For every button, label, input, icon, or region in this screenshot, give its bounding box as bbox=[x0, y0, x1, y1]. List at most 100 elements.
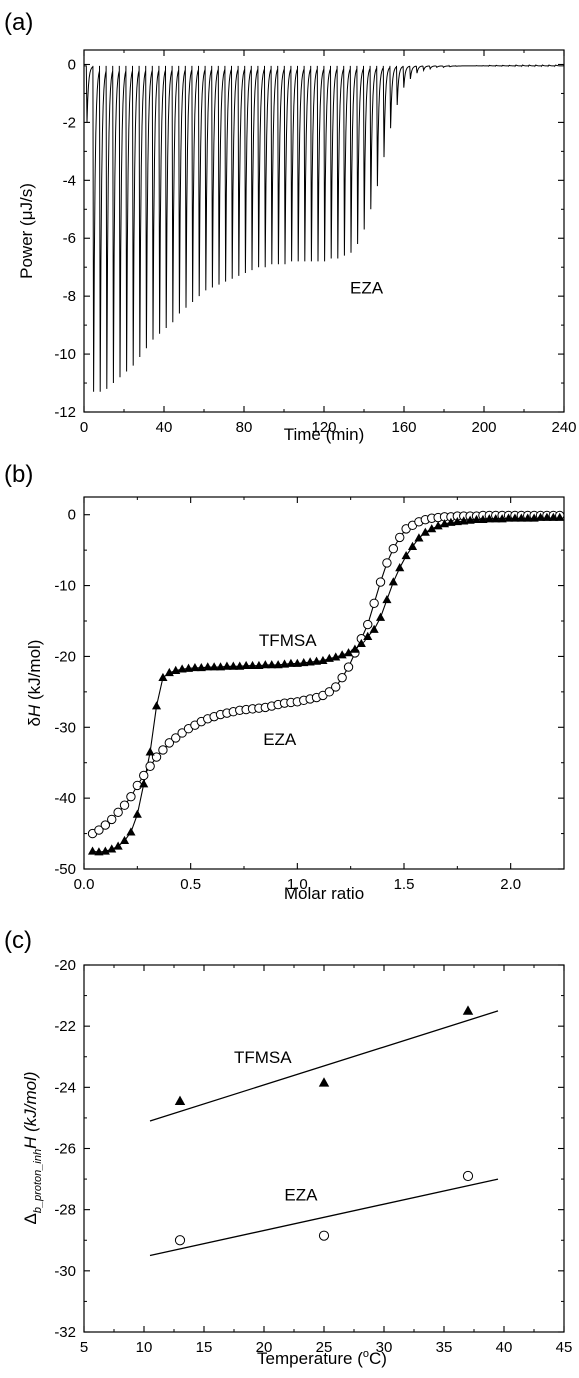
panel-c-xlabel: Temperature (oC) bbox=[257, 1348, 387, 1368]
circle-marker bbox=[164, 738, 175, 748]
circle-marker bbox=[107, 814, 117, 825]
triangle-marker bbox=[510, 513, 520, 522]
panel-a-label: (a) bbox=[4, 9, 33, 36]
y-tick-label: -6 bbox=[63, 230, 76, 247]
triangle-marker bbox=[427, 524, 437, 533]
triangle-marker bbox=[203, 662, 213, 671]
panel-a: (a) 0 40 80 120 160 200 240 0 -2 -4 -6 -8 -10 -12 EZA… bbox=[4, 9, 577, 444]
x-tick-label: 200 bbox=[471, 419, 496, 436]
x-tick-label: 30 bbox=[376, 1339, 393, 1356]
x-tick-label: 20 bbox=[256, 1339, 273, 1356]
triangle-marker bbox=[331, 652, 341, 661]
fit-curve-tfmsa bbox=[92, 516, 560, 853]
y-tick-label: -30 bbox=[54, 1263, 76, 1280]
triangle-marker bbox=[126, 827, 136, 836]
circle-marker bbox=[139, 770, 149, 781]
triangle-marker bbox=[414, 533, 424, 542]
circle-marker bbox=[177, 728, 187, 738]
y-tick-label: -4 bbox=[63, 172, 76, 189]
panel-a-trace bbox=[84, 64, 565, 392]
y-tick-label: -50 bbox=[54, 861, 76, 878]
circle-marker bbox=[171, 733, 181, 743]
panel-b-annotation-tfmsa: TFMSA bbox=[259, 631, 317, 650]
circle-marker bbox=[337, 672, 347, 683]
x-tick-label: 1.5 bbox=[394, 876, 415, 893]
y-tick-label: -8 bbox=[63, 288, 76, 305]
panel-b-ticks: 0.0 0.5 1.0 1.5 2.0 0 -10 -20 -30 -40 -50 bbox=[54, 497, 564, 893]
circle-marker bbox=[382, 558, 392, 568]
x-tick-label: 160 bbox=[391, 419, 416, 436]
triangle-marker bbox=[247, 660, 258, 669]
x-tick-label: 10 bbox=[136, 1339, 153, 1356]
x-tick-label: 15 bbox=[196, 1339, 213, 1356]
triangle-marker bbox=[343, 648, 354, 657]
fit-line-eza bbox=[149, 1178, 499, 1257]
triangle-marker bbox=[235, 661, 245, 670]
y-tick-label: -22 bbox=[54, 1018, 76, 1035]
x-tick-label: 0 bbox=[80, 419, 88, 436]
triangle-marker bbox=[382, 594, 392, 604]
triangle-marker bbox=[318, 1077, 330, 1087]
triangle-marker bbox=[318, 655, 328, 665]
triangle-marker bbox=[100, 846, 110, 855]
fit-line-tfmsa bbox=[149, 1010, 499, 1122]
triangle-marker bbox=[87, 846, 98, 855]
circle-marker bbox=[126, 792, 136, 802]
x-tick-label: 35 bbox=[436, 1339, 453, 1356]
panel-b-ylabel: δH (kJ/mol) bbox=[25, 640, 44, 727]
triangle-marker bbox=[158, 672, 168, 682]
panel-c-frame bbox=[83, 964, 565, 1333]
panel-c-points bbox=[174, 1005, 474, 1246]
triangle-marker bbox=[119, 835, 130, 845]
panel-b-points bbox=[87, 510, 565, 856]
y-tick-label: -20 bbox=[54, 648, 76, 665]
triangle-marker bbox=[350, 644, 360, 653]
triangle-marker bbox=[459, 516, 469, 525]
circle-marker bbox=[375, 577, 386, 587]
circle-marker bbox=[119, 800, 130, 810]
panel-c-xlabel-sup: o bbox=[363, 1348, 369, 1360]
circle-marker bbox=[318, 1230, 330, 1241]
triangle-marker bbox=[311, 656, 322, 665]
panel-c-ylabel-sub: b_proton_inh bbox=[32, 1149, 44, 1213]
x-tick-label: 80 bbox=[236, 419, 253, 436]
y-tick-label: -10 bbox=[54, 346, 76, 363]
y-tick-label: -20 bbox=[54, 957, 76, 974]
triangle-marker bbox=[529, 513, 539, 522]
panel-b-ylabel-italic: H bbox=[25, 704, 44, 717]
triangle-marker bbox=[260, 660, 270, 669]
y-tick-label: -26 bbox=[54, 1141, 76, 1158]
circle-marker bbox=[363, 619, 373, 630]
triangle-marker bbox=[177, 664, 187, 673]
triangle-marker bbox=[299, 658, 309, 667]
triangle-marker bbox=[215, 662, 226, 671]
x-tick-label: 0.5 bbox=[180, 876, 201, 893]
triangle-marker bbox=[222, 661, 232, 670]
circle-marker bbox=[100, 820, 111, 830]
triangle-marker bbox=[145, 747, 155, 756]
triangle-marker bbox=[279, 659, 290, 668]
triangle-marker bbox=[535, 512, 546, 521]
triangle-marker bbox=[292, 658, 302, 667]
circle-marker bbox=[369, 598, 379, 608]
panel-b-frame bbox=[83, 496, 565, 870]
power-trace bbox=[84, 64, 565, 392]
triangle-marker bbox=[151, 701, 162, 710]
panel-a-ylabel: Power (μJ/s) bbox=[17, 183, 36, 279]
x-tick-label: 25 bbox=[316, 1339, 333, 1356]
triangle-marker bbox=[491, 514, 501, 523]
panel-b-fit-lines bbox=[92, 514, 560, 853]
circle-marker bbox=[343, 662, 354, 672]
circle-marker bbox=[151, 752, 162, 762]
triangle-marker bbox=[433, 521, 443, 530]
panel-b-annotation-eza: EZA bbox=[263, 730, 297, 749]
panel-c-ylabel-rest: H (kJ/mol) bbox=[21, 1071, 40, 1148]
triangle-marker bbox=[452, 517, 462, 526]
triangle-marker bbox=[401, 551, 411, 560]
triangle-marker bbox=[273, 660, 283, 669]
panel-b-xlabel: Molar ratio bbox=[284, 884, 364, 903]
triangle-marker bbox=[254, 660, 264, 669]
y-tick-label: -24 bbox=[54, 1079, 76, 1096]
panel-a-annotation-eza: EZA bbox=[350, 278, 384, 297]
panel-a-xlabel: Time (min) bbox=[284, 425, 365, 444]
